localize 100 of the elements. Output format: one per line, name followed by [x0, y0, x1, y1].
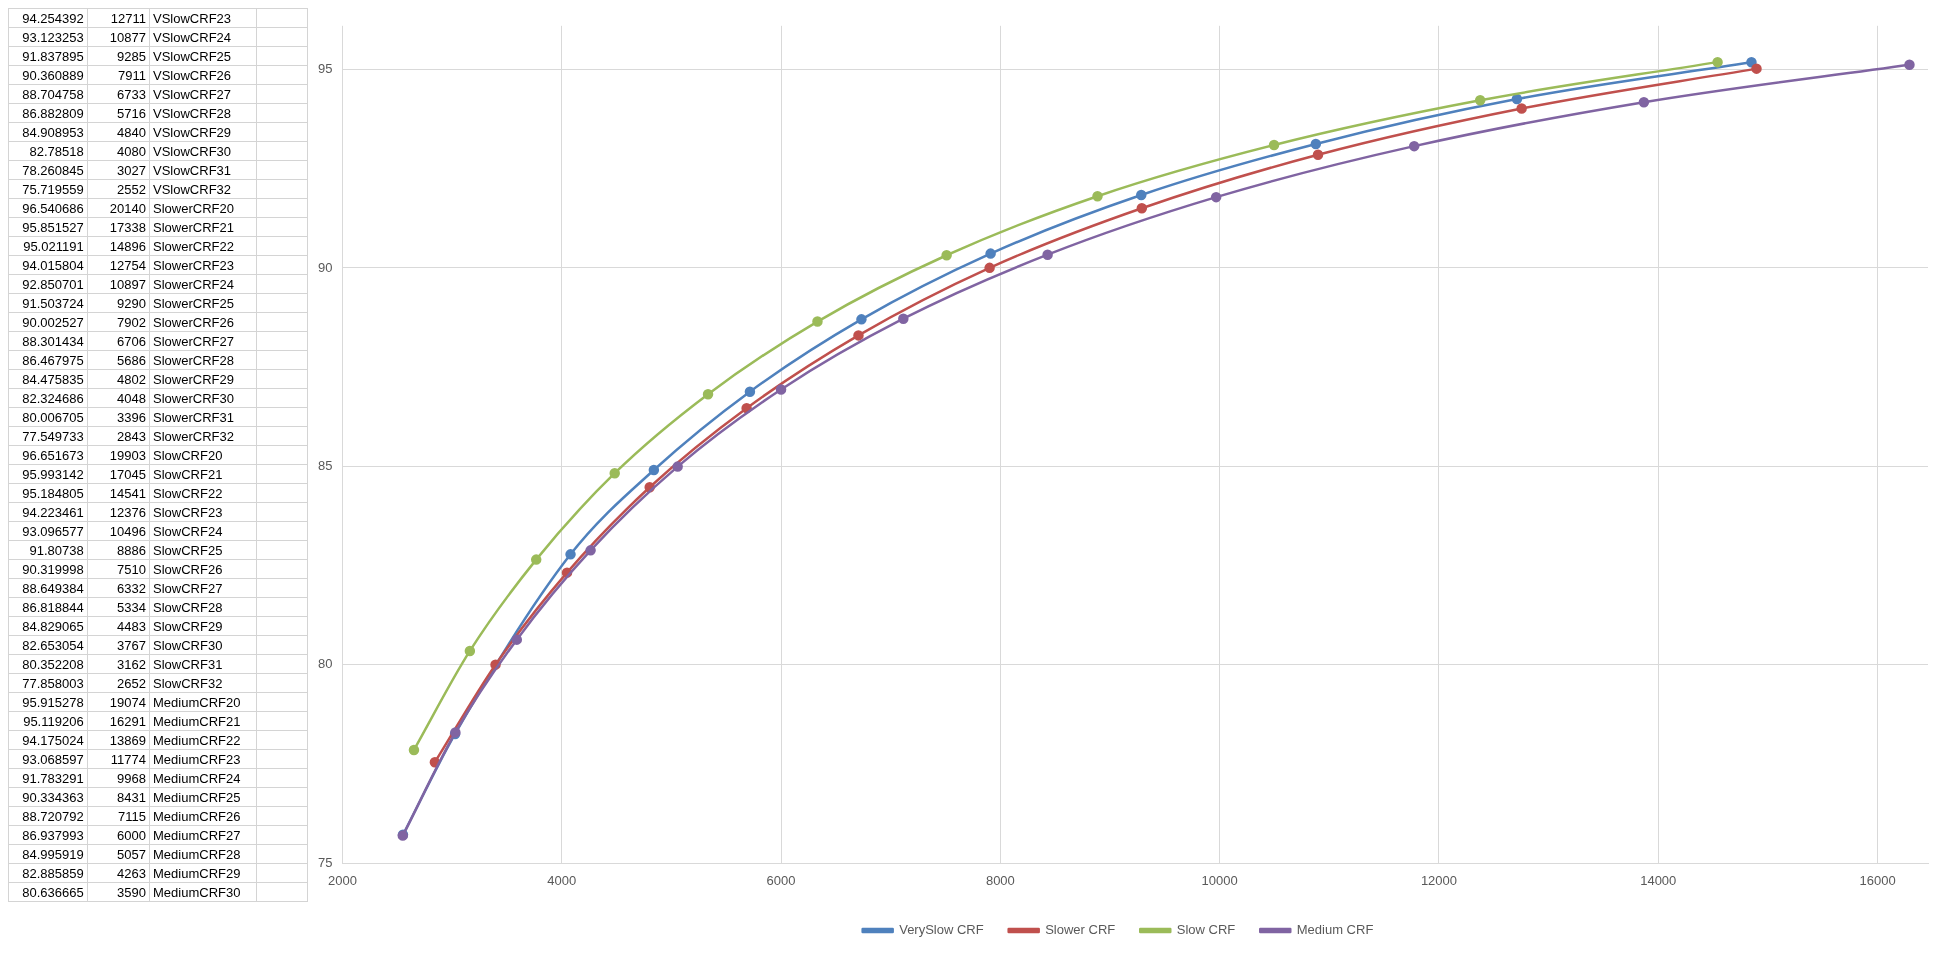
x-tick-label: 12000	[1420, 872, 1458, 888]
text: 82.324686 4048 SlowerCRF30	[22, 390, 234, 406]
text: 90.002527 7902 SlowerCRF26	[22, 314, 234, 330]
point	[530, 554, 542, 565]
text: 91.783291 9968 MediumCRF24	[22, 770, 241, 786]
text: 95.119206 16291 MediumCRF21	[23, 713, 241, 729]
point	[464, 645, 476, 657]
x-tick-label: 16000	[1859, 872, 1896, 888]
point	[585, 545, 596, 556]
text: 80.006705 3396 SlowerCRF31	[22, 409, 234, 425]
point	[984, 262, 995, 274]
legend-label: Medium CRF	[1296, 922, 1374, 938]
point	[1638, 96, 1650, 108]
text: 94.254392 12711 VSlowCRF23	[22, 10, 232, 26]
point	[775, 384, 787, 395]
text: 77.858003 2652 SlowCRF32	[22, 675, 223, 691]
text: 84.829065 4483 SlowCRF29	[22, 618, 223, 634]
x-tick-label: 8000	[985, 872, 1015, 888]
point	[1474, 95, 1486, 106]
x-tick-label: 2000	[328, 872, 357, 888]
text: 93.123253 10877 VSlowCRF24	[22, 29, 232, 45]
text: 94.175024 13869 MediumCRF22	[22, 732, 241, 748]
y-tick-label: 95	[317, 61, 333, 77]
text: 93.068597 11774 MediumCRF23	[22, 751, 241, 767]
text: 90.334363 8431 MediumCRF25	[22, 789, 241, 805]
point	[853, 330, 864, 341]
point	[1712, 56, 1723, 68]
text: 91.837895 9285 VSlowCRF25	[22, 48, 232, 64]
text: 86.467975 5686 SlowerCRF28	[22, 352, 234, 368]
x-tick-label: 4000	[547, 872, 577, 888]
point	[1516, 103, 1527, 114]
point	[1312, 149, 1324, 161]
text: 88.704758 6733 VSlowCRF27	[22, 86, 232, 102]
point	[565, 549, 576, 560]
text: 95.993142 17045 SlowCRF21	[22, 466, 223, 482]
text: 96.540686 20140 SlowerCRF20	[22, 200, 234, 216]
x-tick-label: 10000	[1201, 872, 1238, 888]
point	[1136, 189, 1147, 201]
point	[1746, 57, 1757, 68]
text: 95.851527 17338 SlowerCRF21	[22, 219, 234, 235]
point	[1136, 203, 1148, 214]
y-tick-label: 75	[317, 854, 333, 870]
y-tick-label: 90	[317, 259, 333, 275]
text: 82.653054 3767 SlowCRF30	[22, 637, 223, 653]
text: 77.549733 2843 SlowerCRF32	[22, 428, 234, 444]
point	[1210, 191, 1222, 203]
text: 95.915278 19074 MediumCRF20	[22, 694, 241, 710]
text: 94.015804 12754 SlowerCRF23	[22, 257, 234, 273]
point	[1092, 190, 1103, 202]
text: 88.720792 7115 MediumCRF26	[22, 808, 241, 824]
text: 75.719559 2552 VSlowCRF32	[22, 181, 232, 197]
point	[702, 388, 714, 400]
point	[985, 248, 996, 259]
text: 92.850701 10897 SlowerCRF24	[22, 276, 234, 292]
text: 84.995919 5057 MediumCRF28	[22, 846, 241, 862]
text: 78.260845 3027 VSlowCRF31	[22, 162, 232, 178]
text: 84.908953 4840 VSlowCRF29	[22, 124, 232, 140]
text: 82.885859 4263 MediumCRF29	[22, 865, 241, 881]
text: 96.651673 19903 SlowCRF20	[22, 447, 223, 463]
legend-label: Slower CRF	[1045, 922, 1116, 938]
text: 91.503724 9290 SlowerCRF25	[22, 295, 234, 311]
text: 88.649384 6332 SlowCRF27	[22, 580, 223, 596]
text: 90.360889 7911 VSlowCRF26	[22, 67, 232, 83]
text: 86.937993 6000 MediumCRF27	[22, 827, 241, 843]
text: 84.475835 4802 SlowerCRF29	[22, 371, 234, 387]
legend-label: Slow CRF	[1176, 922, 1236, 938]
text: 86.818844 5334 SlowCRF28	[22, 599, 223, 615]
point	[648, 464, 660, 476]
point	[511, 634, 523, 645]
text: 80.636665 3590 MediumCRF30	[22, 884, 241, 900]
text: 94.223461 12376 SlowCRF23	[22, 504, 223, 520]
text: 95.184805 14541 SlowCRF22	[22, 485, 223, 501]
point	[1310, 138, 1322, 150]
text: 88.301434 6706 SlowerCRF27	[22, 333, 234, 349]
point	[1904, 59, 1915, 70]
point	[1511, 93, 1523, 105]
point	[744, 386, 756, 397]
text: 95.021191 14896 SlowerCRF22	[23, 238, 234, 254]
point	[1268, 139, 1280, 151]
x-tick-label: 14000	[1640, 872, 1677, 888]
point	[941, 250, 952, 261]
point	[1042, 249, 1053, 260]
point	[609, 467, 620, 479]
point	[1408, 140, 1420, 152]
point	[672, 461, 683, 472]
x-tick-label: 6000	[766, 872, 796, 888]
point	[898, 313, 909, 324]
legend-label: VerySlow CRF	[899, 922, 984, 938]
y-tick-label: 80	[317, 656, 333, 672]
text: 80.352208 3162 SlowCRF31	[22, 656, 223, 672]
point	[408, 744, 420, 756]
text: 82.78518 4080 VSlowCRF30	[29, 143, 232, 159]
point	[856, 314, 867, 325]
text: 86.882809 5716 VSlowCRF28	[22, 105, 232, 121]
text: 93.096577 10496 SlowCRF24	[22, 523, 223, 539]
text: 90.319998 7510 SlowCRF26	[22, 561, 223, 577]
point	[1751, 63, 1762, 74]
text: 91.80738 8886 SlowCRF25	[29, 542, 223, 558]
point	[812, 316, 823, 327]
y-tick-label: 85	[317, 458, 333, 474]
